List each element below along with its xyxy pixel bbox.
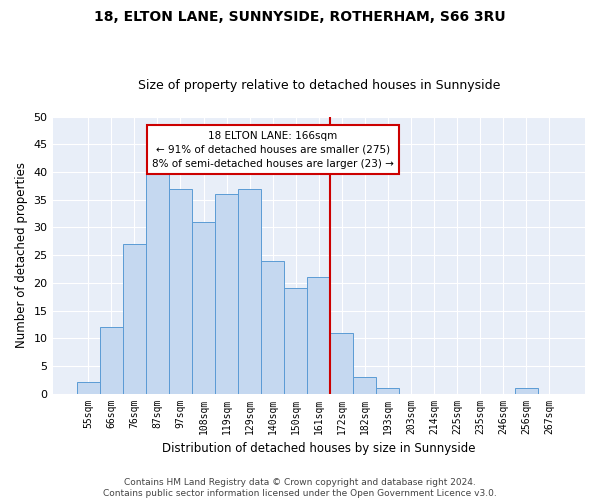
Text: Contains HM Land Registry data © Crown copyright and database right 2024.
Contai: Contains HM Land Registry data © Crown c… xyxy=(103,478,497,498)
Bar xyxy=(353,377,376,394)
Bar xyxy=(123,244,146,394)
Bar xyxy=(376,388,400,394)
Bar xyxy=(261,260,284,394)
Bar xyxy=(77,382,100,394)
Bar xyxy=(238,188,261,394)
Bar xyxy=(515,388,538,394)
Bar xyxy=(215,194,238,394)
Bar xyxy=(330,332,353,394)
Bar xyxy=(307,278,330,394)
Bar xyxy=(169,188,192,394)
Y-axis label: Number of detached properties: Number of detached properties xyxy=(15,162,28,348)
Text: 18, ELTON LANE, SUNNYSIDE, ROTHERHAM, S66 3RU: 18, ELTON LANE, SUNNYSIDE, ROTHERHAM, S6… xyxy=(94,10,506,24)
Bar xyxy=(192,222,215,394)
Text: 18 ELTON LANE: 166sqm
← 91% of detached houses are smaller (275)
8% of semi-deta: 18 ELTON LANE: 166sqm ← 91% of detached … xyxy=(152,130,394,168)
Bar xyxy=(284,288,307,394)
Bar xyxy=(100,327,123,394)
X-axis label: Distribution of detached houses by size in Sunnyside: Distribution of detached houses by size … xyxy=(162,442,476,455)
Bar xyxy=(146,172,169,394)
Title: Size of property relative to detached houses in Sunnyside: Size of property relative to detached ho… xyxy=(137,79,500,92)
